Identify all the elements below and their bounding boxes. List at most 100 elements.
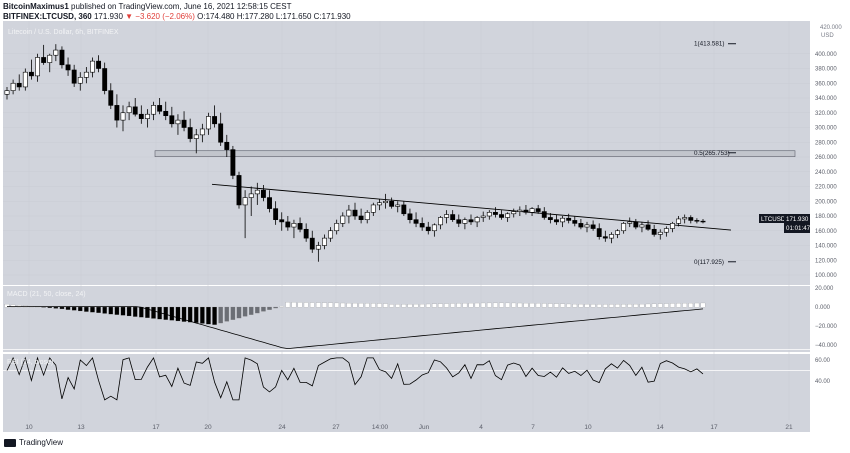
time-tick-label: 10 <box>584 424 592 431</box>
footer-brand[interactable]: TradingView <box>19 438 64 447</box>
last-price: 171.930 <box>93 12 123 21</box>
macd-histogram-bar <box>267 306 272 310</box>
macd-histogram-bar <box>102 306 107 314</box>
change-arrow-icon: ▼ <box>125 12 134 21</box>
candle-up <box>151 105 156 115</box>
macd-histogram-bar <box>126 306 132 317</box>
macd-histogram-bar <box>664 303 669 308</box>
candle-down <box>492 212 498 215</box>
candle-down <box>309 237 315 250</box>
macd-histogram-bar <box>273 306 278 309</box>
candle-down <box>419 223 425 228</box>
macd-tick-label: 0.000 <box>815 305 831 311</box>
macd-histogram-bar <box>291 302 297 308</box>
macd-histogram-bar <box>487 302 492 308</box>
macd-histogram-bar <box>328 302 333 308</box>
candle-down <box>285 221 291 228</box>
macd-histogram-bar <box>358 303 364 308</box>
candle-up <box>560 217 566 223</box>
macd-histogram-bar <box>413 304 419 308</box>
price-tick-label: 160.000 <box>815 229 837 235</box>
candle-up <box>462 219 468 224</box>
candle-down <box>138 113 144 119</box>
macd-histogram-bar <box>639 304 645 308</box>
candle-down <box>169 115 175 125</box>
macd-histogram-bar <box>242 306 248 317</box>
macd-histogram-bar <box>444 303 449 308</box>
macd-histogram-bar <box>419 304 425 308</box>
candle-down <box>352 209 358 217</box>
candle-down <box>102 68 108 91</box>
candle-down <box>59 49 65 66</box>
candle-up <box>248 193 254 198</box>
price-tick-label: 280.000 <box>815 140 837 146</box>
macd-histogram-bar <box>90 306 95 313</box>
publish-info: published on TradingView.com, June 16, 2… <box>71 2 292 11</box>
candle-down <box>358 215 364 220</box>
tradingview-logo-icon <box>4 438 16 447</box>
macd-histogram-bar <box>224 306 230 322</box>
macd-histogram-bar <box>468 303 474 308</box>
macd-histogram-bar <box>285 302 291 308</box>
candle-up <box>315 245 321 250</box>
macd-histogram-bar <box>194 306 199 323</box>
macd-histogram-bar <box>139 306 144 318</box>
macd-histogram-bar <box>590 304 596 308</box>
candle-up <box>90 60 95 73</box>
macd-histogram-bar <box>352 303 358 308</box>
rsi-panel <box>3 354 810 420</box>
macd-histogram-bar <box>187 306 193 323</box>
candle-up <box>395 204 401 207</box>
macd-histogram-bar <box>151 306 156 319</box>
macd-histogram-bar <box>47 306 52 309</box>
macd-histogram-bar <box>670 303 675 308</box>
macd-histogram-bar <box>480 302 486 308</box>
macd-histogram-bar <box>206 306 211 325</box>
time-tick-label: 17 <box>152 424 160 431</box>
macd-histogram-bar <box>658 303 663 308</box>
macd-histogram-bar <box>181 306 187 322</box>
price-tick-label: 360.000 <box>815 81 837 87</box>
candle-up <box>615 230 620 235</box>
candle-up <box>370 204 376 213</box>
candle-up <box>120 112 126 121</box>
time-tick-label: 7 <box>531 424 535 431</box>
candle-up <box>511 211 517 215</box>
macd-histogram-bar <box>456 303 462 308</box>
candle-up <box>77 77 83 84</box>
candle-down <box>212 116 218 125</box>
candle-up <box>676 218 682 224</box>
time-tick-label: 14 <box>656 424 664 431</box>
macd-histogram-bar <box>493 302 498 308</box>
macd-histogram-bar <box>578 304 584 308</box>
candle-up <box>346 209 352 217</box>
macd-histogram-bar <box>346 303 352 308</box>
symbol-label[interactable]: BITFINEX:LTCUSD, 360 <box>3 12 92 21</box>
macd-histogram-bar <box>169 306 175 321</box>
macd-histogram-bar <box>462 303 468 308</box>
macd-histogram-bar <box>401 304 407 308</box>
macd-histogram-bar <box>71 306 77 311</box>
candle-down <box>450 214 456 220</box>
macd-histogram-bar <box>108 306 114 315</box>
macd-histogram-bar <box>505 302 510 308</box>
rsi-tick-label: 60.00 <box>815 358 831 364</box>
fib-label: 0.5(265.753) <box>694 150 730 157</box>
price-tick-label: 380.000 <box>815 67 837 73</box>
macd-histogram-bar <box>316 302 321 308</box>
macd-title: MACD (21, 50, close, 24) <box>7 291 86 298</box>
macd-histogram-bar <box>53 306 59 309</box>
candle-down <box>651 228 657 235</box>
candle-down <box>157 105 163 112</box>
last-price-tag: LTCUSD 171.930 01:01:47 <box>759 214 811 233</box>
candle-up <box>431 224 437 232</box>
macd-histogram-bar <box>132 306 138 317</box>
macd-histogram-bar <box>248 306 254 315</box>
candle-up <box>383 200 388 204</box>
author-name[interactable]: BitcoinMaximus1 <box>3 2 69 11</box>
candle-down <box>96 60 102 69</box>
price-tick-label: 100.000 <box>815 273 837 279</box>
macd-histogram-bar <box>163 306 168 320</box>
macd-histogram-bar <box>651 303 657 308</box>
